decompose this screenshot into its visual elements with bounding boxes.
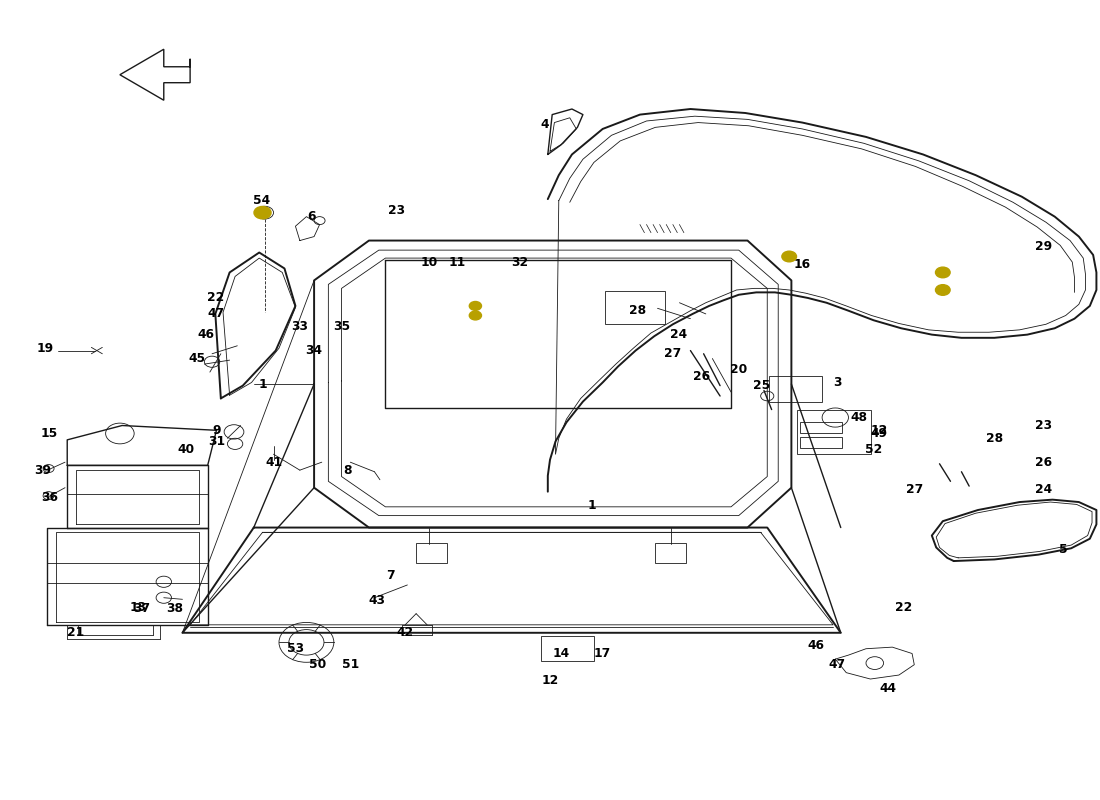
- Text: 1: 1: [587, 498, 596, 512]
- Text: 44: 44: [879, 682, 896, 695]
- Text: 41: 41: [265, 456, 282, 469]
- Text: 21: 21: [67, 626, 85, 639]
- Text: 19: 19: [36, 342, 54, 355]
- Text: 47: 47: [829, 658, 846, 671]
- Text: 4: 4: [540, 118, 549, 131]
- Text: 7: 7: [386, 569, 395, 582]
- Text: 1: 1: [258, 378, 267, 390]
- Text: 10: 10: [420, 256, 438, 270]
- Text: 6: 6: [308, 210, 316, 223]
- Text: 50: 50: [309, 658, 326, 671]
- Text: 27: 27: [664, 347, 682, 360]
- Text: 45: 45: [188, 352, 206, 365]
- Text: 5: 5: [1059, 543, 1068, 556]
- Text: 49: 49: [871, 427, 888, 440]
- Text: 25: 25: [754, 379, 770, 392]
- Circle shape: [935, 285, 950, 295]
- Text: 23: 23: [388, 204, 405, 217]
- Text: 29: 29: [1035, 241, 1053, 254]
- Text: 34: 34: [306, 344, 322, 357]
- Text: 38: 38: [166, 602, 184, 615]
- Bar: [800, 437, 842, 448]
- Text: 35: 35: [333, 320, 350, 333]
- Bar: [656, 542, 686, 563]
- Text: 48: 48: [851, 411, 868, 424]
- Bar: [769, 376, 822, 402]
- Text: 36: 36: [41, 490, 58, 504]
- Text: 26: 26: [693, 370, 710, 382]
- Bar: [541, 636, 594, 662]
- Text: 22: 22: [894, 601, 912, 614]
- Text: 12: 12: [541, 674, 559, 687]
- Text: 16: 16: [794, 258, 811, 271]
- Bar: [605, 290, 665, 324]
- Text: 39: 39: [34, 464, 52, 477]
- Text: 27: 27: [905, 482, 923, 496]
- Circle shape: [935, 267, 950, 278]
- Text: 53: 53: [287, 642, 304, 655]
- Text: 28: 28: [986, 432, 1003, 445]
- Text: 31: 31: [208, 435, 226, 448]
- Text: 54: 54: [253, 194, 270, 207]
- Circle shape: [470, 302, 482, 310]
- Text: 51: 51: [342, 658, 359, 671]
- Text: 37: 37: [133, 602, 151, 615]
- Text: 33: 33: [292, 320, 308, 333]
- Circle shape: [782, 251, 796, 262]
- Polygon shape: [120, 50, 190, 100]
- Circle shape: [254, 206, 271, 219]
- Text: 11: 11: [448, 256, 465, 270]
- Text: 43: 43: [368, 594, 385, 607]
- Text: 52: 52: [865, 443, 882, 456]
- Text: 13: 13: [130, 601, 147, 614]
- Text: 17: 17: [594, 647, 612, 660]
- Bar: [416, 542, 447, 563]
- Text: 28: 28: [629, 304, 647, 318]
- Text: 32: 32: [510, 256, 528, 270]
- Text: 46: 46: [197, 328, 215, 341]
- Bar: [796, 410, 871, 454]
- Text: 24: 24: [1035, 482, 1053, 496]
- Text: 22: 22: [207, 291, 224, 305]
- Text: 3: 3: [833, 376, 842, 389]
- Text: 26: 26: [1035, 456, 1053, 469]
- Text: 14: 14: [552, 647, 570, 660]
- Text: 47: 47: [208, 307, 226, 321]
- Text: 42: 42: [397, 626, 414, 639]
- Text: 12: 12: [870, 424, 888, 437]
- Text: 40: 40: [177, 443, 195, 456]
- Bar: [800, 422, 842, 434]
- Text: 24: 24: [670, 328, 686, 341]
- Text: 9: 9: [212, 424, 221, 437]
- Text: 20: 20: [730, 363, 747, 376]
- Text: 23: 23: [1035, 419, 1053, 432]
- Text: 15: 15: [41, 427, 58, 440]
- Text: 46: 46: [807, 639, 824, 652]
- Text: 8: 8: [343, 464, 351, 477]
- Circle shape: [470, 311, 482, 320]
